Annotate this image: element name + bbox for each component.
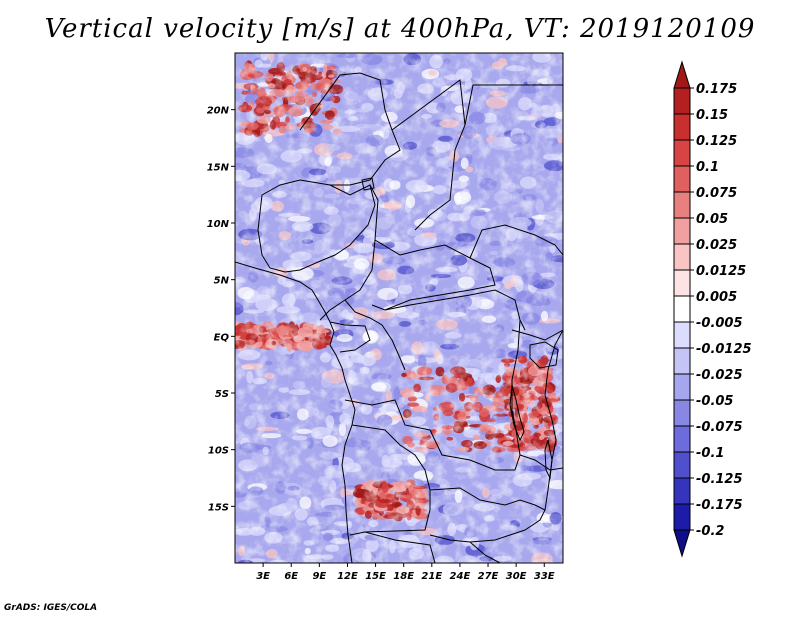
border-congo [344,299,406,371]
colorbar-swatch [673,529,691,558]
colorbar-label: -0.2 [696,524,724,539]
colorbar-swatch [673,451,691,479]
colorbar-label: -0.075 [696,420,743,435]
colorbar-label: -0.05 [696,394,733,409]
colorbar-swatch [673,60,691,89]
border-drc-north [384,289,526,331]
colorbar-label: 0.025 [696,238,737,253]
lon-tick-label: 3E [256,571,270,582]
colorbar-swatch [673,321,691,349]
colorbar-label: -0.005 [696,316,743,331]
map-frame [234,52,564,564]
colorbar-swatch [673,295,691,323]
field-texture [235,53,563,563]
lat-tick-label: 10N [207,219,230,230]
latitude-axis: 20N 15N 10N 5N EQ 5S 10S 15S [207,106,235,513]
lon-tick-label: 21E [421,571,442,582]
colorbar-swatch [673,477,691,505]
country-borders [235,72,563,563]
colorbar-label: -0.175 [696,498,743,513]
lake-tanganyika [509,384,525,442]
colorbar-swatch [673,425,691,453]
colorbar-label: -0.0125 [696,342,752,357]
colorbar-swatch [673,347,691,375]
lat-tick-label: 5N [214,276,230,287]
lake-malawi [544,439,553,480]
border-nigeria [257,179,376,273]
grads-credit: GrADS: IGES/COLA [4,603,98,613]
colorbar-swatch [673,139,691,167]
colorbar-swatch [673,399,691,427]
lon-tick-label: 15E [365,571,386,582]
border-cameroon [319,184,379,321]
lon-tick-label: 27E [478,571,499,582]
lon-tick-label: 33E [534,571,555,582]
lat-tick-label: 10S [208,446,229,457]
colorbar-swatch [673,191,691,219]
lat-tick-label: EQ [214,332,230,343]
colorbar-label: 0.075 [696,186,737,201]
border-zimbabwe [469,541,501,563]
colorbar-swatch [673,243,691,271]
lat-tick-label: 20N [207,106,230,117]
colorbar-label: 0.005 [696,290,737,305]
longitude-axis: 3E 6E 9E 12E 15E 18E 21E 24E 27E 30E 33E [256,563,555,582]
colorbar-swatch [673,373,691,401]
lat-tick-label: 5S [215,389,229,400]
colorbar-label: 0.05 [696,212,728,227]
border-south-sudan [469,224,563,259]
lake-victoria [529,341,559,369]
colorbar-label: 0.175 [696,82,737,97]
map-title: Vertical velocity [m/s] at 400hPa, VT: 2… [44,14,756,44]
lon-tick-label: 6E [284,571,298,582]
lon-tick-label: 30E [506,571,527,582]
colorbar: 0.175 0.15 0.125 0.1 0.075 0.05 0.025 0.0125 0.0… [673,60,752,558]
coastline-west-africa [235,261,356,563]
lat-tick-label: 15S [208,502,229,513]
colorbar-label: -0.025 [696,368,743,383]
lat-tick-label: 15N [207,162,230,173]
lon-tick-label: 24E [450,571,471,582]
border-sudan [464,84,563,126]
colorbar-swatch [673,87,691,115]
colorbar-label: 0.15 [696,108,728,123]
border-gabon [329,321,371,353]
velocity-field [235,53,563,563]
coastline-east-africa [544,329,563,511]
colorbar-swatch [673,165,691,193]
colorbar-label: -0.125 [696,472,743,487]
colorbar-swatch [673,503,691,531]
border-chad [391,79,466,231]
colorbar-swatch [673,269,691,297]
colorbar-swatch [673,113,691,141]
lake-chad [361,177,375,191]
colorbar-label: 0.125 [696,134,737,149]
border-car [371,239,496,311]
colorbar-swatch [673,217,691,245]
border-kenya-uganda [511,329,563,341]
lon-tick-label: 9E [312,571,326,582]
lon-tick-label: 18E [393,571,414,582]
border-tanzania [519,454,563,471]
border-angola [349,424,431,536]
colorbar-label: 0.1 [696,160,719,175]
border-namibia-botswana [364,531,436,563]
lon-tick-label: 12E [337,571,358,582]
colorbar-label: 0.0125 [696,264,746,279]
border-drc-south [344,399,515,471]
colorbar-label: -0.1 [696,446,724,461]
